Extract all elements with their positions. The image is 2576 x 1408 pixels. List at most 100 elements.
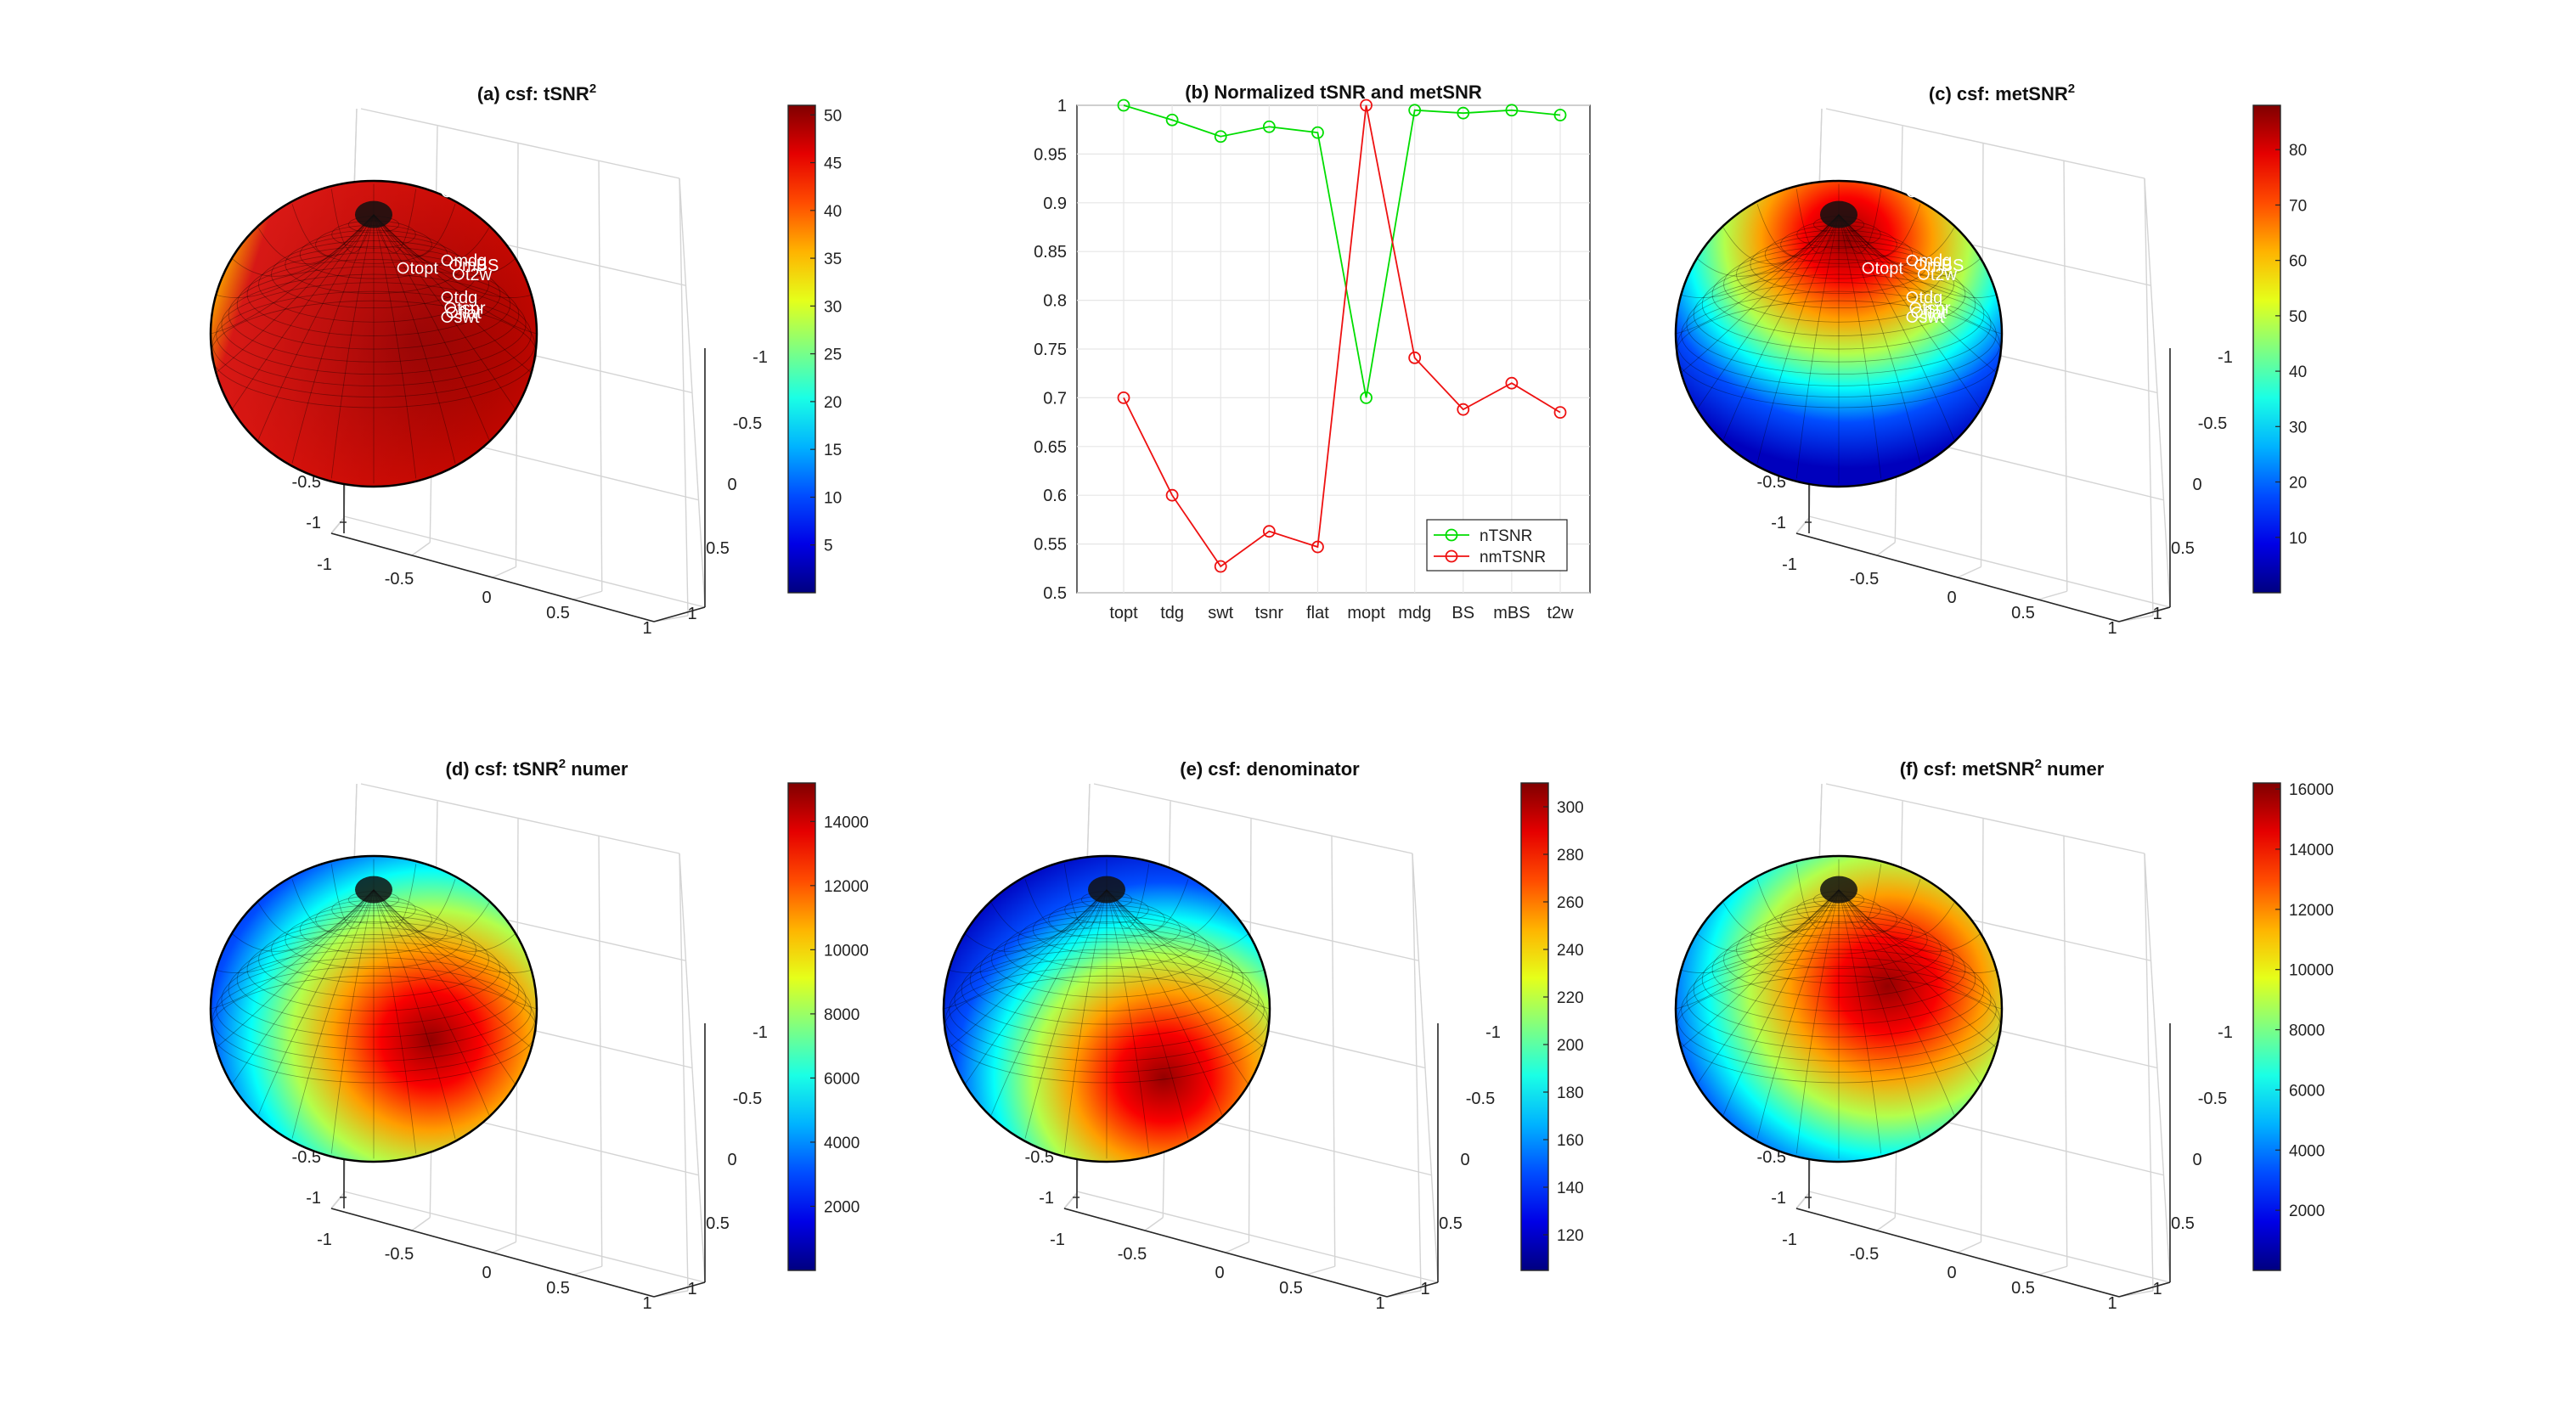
panel-d-colorbar-tick: 12000	[824, 878, 869, 896]
panel-f-ztick: -0.5	[1757, 1148, 1786, 1167]
panel-a-annotation: t2w	[465, 266, 493, 284]
panel-a-annotation-marker	[441, 311, 454, 324]
panel-b-xtick: t2w	[1547, 604, 1574, 622]
panel-a-ztick: -0.5	[292, 473, 321, 492]
panel-a-colorbar-tick: 30	[824, 298, 842, 316]
panel-c-xtick: 0	[1947, 589, 1956, 607]
panel-a-ytick: -1	[753, 348, 768, 367]
panel-e-colorbar: 120 140 160 180 200 220 240 260 280 300	[1520, 782, 1584, 1271]
panel-b-point-nTSNR	[1408, 104, 1422, 117]
panel-b-xtick: tdg	[1160, 604, 1184, 622]
panel-e-ytick: 1	[1420, 1280, 1429, 1298]
panel-a-colorbar-tick: 15	[824, 442, 842, 459]
panel-f-ytick: 1	[2152, 1280, 2162, 1298]
panel-e-colorbar-tick: 160	[1557, 1132, 1584, 1150]
panel-a-ytick: -0.5	[733, 414, 762, 433]
panel-a-annotation-marker	[453, 268, 465, 280]
panel-d: 10.50-0.5-1-1-0.500.51-1-0.500.51(d) csf…	[209, 757, 869, 1313]
panel-a-colorbar-tick: 20	[824, 394, 842, 412]
panel-c-annotation-marker	[1906, 311, 1919, 324]
panel-b-ytick: 0.8	[1043, 292, 1067, 311]
panel-e-ytick: -1	[1485, 1023, 1501, 1042]
panel-a-ytick: 0	[727, 476, 736, 494]
panel-c-colorbar-tick: 20	[2289, 475, 2307, 493]
panel-c-title: (c) csf: metSNR2	[1929, 82, 2075, 104]
panel-f-xtick: 1	[2107, 1294, 2117, 1313]
panel-a-xtick: -0.5	[385, 570, 414, 589]
panel-f-colorbar-tick: 10000	[2289, 962, 2334, 980]
panel-b-point-nTSNR	[1262, 120, 1276, 133]
panel-f-xtick: 0.5	[2011, 1279, 2035, 1298]
panel-a-colorbar-tick: 45	[824, 155, 842, 173]
panel-b-point-nmTSNR	[1311, 540, 1324, 554]
panel-d-ztick: -1	[306, 1189, 321, 1208]
panel-c-ytick: -0.5	[2198, 414, 2227, 433]
panel-c-annotation: swt	[1919, 308, 1944, 327]
panel-d-ytick: -1	[753, 1023, 768, 1042]
panel-d-xtick: -0.5	[385, 1245, 414, 1264]
panel-a-xtick: -1	[317, 555, 332, 574]
panel-b-point-nmTSNR	[1408, 351, 1422, 364]
panel-a-annotation: tdg	[454, 289, 477, 307]
panel-a-colorbar: 5 10 15 20 25 30 35 40 45 50	[787, 104, 842, 594]
panel-d-ytick: 1	[687, 1280, 696, 1298]
panel-a-colorbar-tick: 25	[824, 346, 842, 364]
panel-a-annotation-marker	[397, 262, 409, 274]
panel-b-point-nTSNR	[1360, 391, 1373, 404]
panel-a-xtick: 0.5	[546, 604, 570, 622]
panel-b-point-nmTSNR	[1505, 376, 1519, 390]
panel-e-ytick: 0	[1460, 1151, 1469, 1169]
panel-d-mesh	[210, 859, 538, 1159]
panel-c-ztick: -0.5	[1757, 473, 1786, 492]
panel-d-title: (d) csf: tSNR2 numer	[446, 757, 628, 780]
panel-e-xtick: -0.5	[1118, 1245, 1147, 1264]
panel-b-point-nTSNR	[1505, 104, 1519, 117]
panel-a-ytick: 1	[687, 605, 696, 623]
panel-f-mesh	[1675, 859, 2003, 1159]
panel-c-ztick: -1	[1771, 514, 1786, 532]
panel-f-xtick: 0	[1947, 1264, 1956, 1282]
panel-d-pole	[355, 876, 392, 904]
panel-d-xtick: 0	[482, 1264, 491, 1282]
panel-b-point-nTSNR	[1165, 113, 1179, 127]
panel-c-annotation: mdg	[1919, 252, 1952, 271]
panel-c-colorbar-tick: 60	[2289, 253, 2307, 271]
panel-b-xtick: topt	[1109, 604, 1138, 622]
panel-e-title: (e) csf: denominator	[1180, 758, 1360, 780]
panel-b-point-nTSNR	[1553, 109, 1567, 121]
panel-e-colorbar-tick: 260	[1557, 894, 1584, 912]
panel-c-colorbar-tick: 10	[2289, 530, 2307, 548]
panel-e-ytick: -0.5	[1466, 1090, 1495, 1108]
panel-e-xtick: 1	[1375, 1294, 1384, 1313]
panel-d-sphere	[209, 854, 538, 1163]
panel-c-annotation: topt	[1875, 260, 1904, 279]
panel-b-legend-label: nTSNR	[1480, 527, 1532, 545]
panel-e-xtick: 0	[1215, 1264, 1224, 1282]
panel-f-colorbar-tick: 4000	[2289, 1142, 2325, 1160]
panel-a-annotation: flat	[459, 304, 482, 323]
panel-b-ytick: 0.9	[1043, 194, 1067, 213]
panel-f-ytick: -0.5	[2198, 1090, 2227, 1108]
panel-d-xtick: 1	[642, 1294, 651, 1313]
panel-e-mesh	[943, 859, 1271, 1159]
panel-f-ytick: -1	[2218, 1023, 2233, 1042]
panel-f-colorbar-tick: 16000	[2289, 781, 2334, 799]
panel-b-point-nTSNR	[1311, 126, 1324, 139]
panel-c-sphere	[1674, 179, 2004, 488]
panel-b-point-nmTSNR	[1360, 99, 1373, 112]
panel-a-colorbar-tick: 40	[824, 203, 842, 221]
panel-b-xtick: swt	[1208, 604, 1233, 622]
panel-b-series-nTSNR	[1123, 104, 1561, 398]
panel-c-annotation: t2w	[1931, 266, 1958, 284]
panel-d-colorbar-tick: 4000	[824, 1135, 860, 1152]
panel-e-ztick: -0.5	[1025, 1148, 1054, 1167]
panel-f-sphere	[1674, 854, 2004, 1163]
panel-b-point-nmTSNR	[1457, 403, 1470, 416]
panel-f-colorbar-tick: 6000	[2289, 1082, 2325, 1100]
panel-e-colorbar-tick: 120	[1557, 1227, 1584, 1245]
panel-c-annotation: tsnr	[1922, 299, 1951, 318]
panel-a: 10.50-0.5-1-1-0.500.51-1-0.500.51mopttop…	[209, 82, 842, 638]
panel-c-colorbar-tick: 30	[2289, 419, 2307, 436]
panel-c-ytick: 0.5	[2171, 539, 2195, 558]
panel-e-sphere-surface	[944, 856, 1270, 1162]
